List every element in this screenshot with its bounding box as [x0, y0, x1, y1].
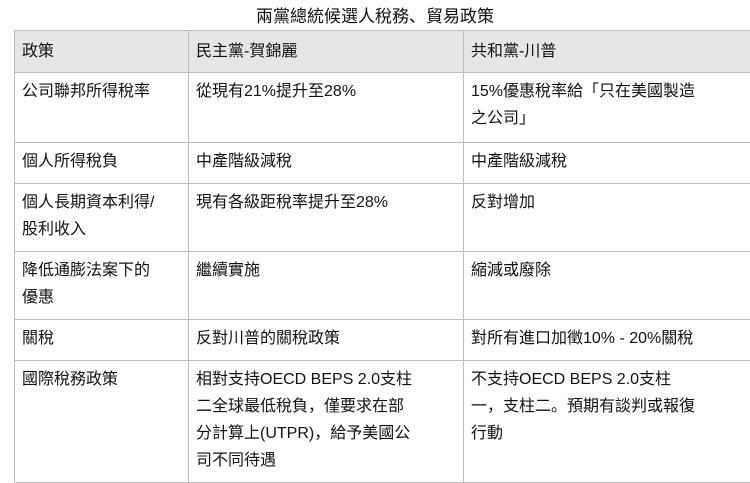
policy-cell: 關稅: [15, 320, 189, 361]
democrat-cell: 反對川普的關稅政策: [189, 320, 464, 361]
republican-cell: 對所有進口加徵10% - 20%關稅: [464, 320, 750, 361]
table-row: 國際稅務政策 相對支持OECD BEPS 2.0支柱 二全球最低稅負，僅要求在部…: [15, 361, 750, 483]
table-row: 公司聯邦所得稅率 從現有21%提升至28% 15%優惠稅率給「只在美國製造 之公…: [15, 73, 750, 143]
democrat-cell: 現有各級距稅率提升至28%: [189, 184, 464, 252]
democrat-cell: 中產階級減稅: [189, 143, 464, 184]
republican-cell: 反對增加: [464, 184, 750, 252]
policy-cell: 降低通膨法案下的 優惠: [15, 252, 189, 320]
table-title: 兩黨總統候選人稅務、貿易政策: [0, 4, 750, 30]
republican-cell: 縮減或廢除: [464, 252, 750, 320]
header-democrat: 民主黨-賀錦麗: [189, 31, 464, 73]
democrat-cell: 相對支持OECD BEPS 2.0支柱 二全球最低稅負，僅要求在部 分計算上(U…: [189, 361, 464, 483]
table-row: 關稅 反對川普的關稅政策 對所有進口加徵10% - 20%關稅: [15, 320, 750, 361]
policy-cell: 國際稅務政策: [15, 361, 189, 483]
policy-cell: 個人長期資本利得/ 股利收入: [15, 184, 189, 252]
democrat-cell: 從現有21%提升至28%: [189, 73, 464, 143]
republican-cell: 15%優惠稅率給「只在美國製造 之公司」: [464, 73, 750, 143]
policy-cell: 公司聯邦所得稅率: [15, 73, 189, 143]
republican-cell: 中產階級減稅: [464, 143, 750, 184]
table-row: 個人所得稅負 中產階級減稅 中產階級減稅: [15, 143, 750, 184]
republican-cell: 不支持OECD BEPS 2.0支柱 一，支柱二。預期有談判或報復 行動: [464, 361, 750, 483]
table-row: 降低通膨法案下的 優惠 繼續實施 縮減或廢除: [15, 252, 750, 320]
policy-table: 政策 民主黨-賀錦麗 共和黨-川普 公司聯邦所得稅率 從現有21%提升至28% …: [14, 30, 750, 483]
democrat-cell: 繼續實施: [189, 252, 464, 320]
table-row: 個人長期資本利得/ 股利收入 現有各級距稅率提升至28% 反對增加: [15, 184, 750, 252]
header-republican: 共和黨-川普: [464, 31, 750, 73]
policy-cell: 個人所得稅負: [15, 143, 189, 184]
header-row: 政策 民主黨-賀錦麗 共和黨-川普: [15, 31, 750, 73]
header-policy: 政策: [15, 31, 189, 73]
